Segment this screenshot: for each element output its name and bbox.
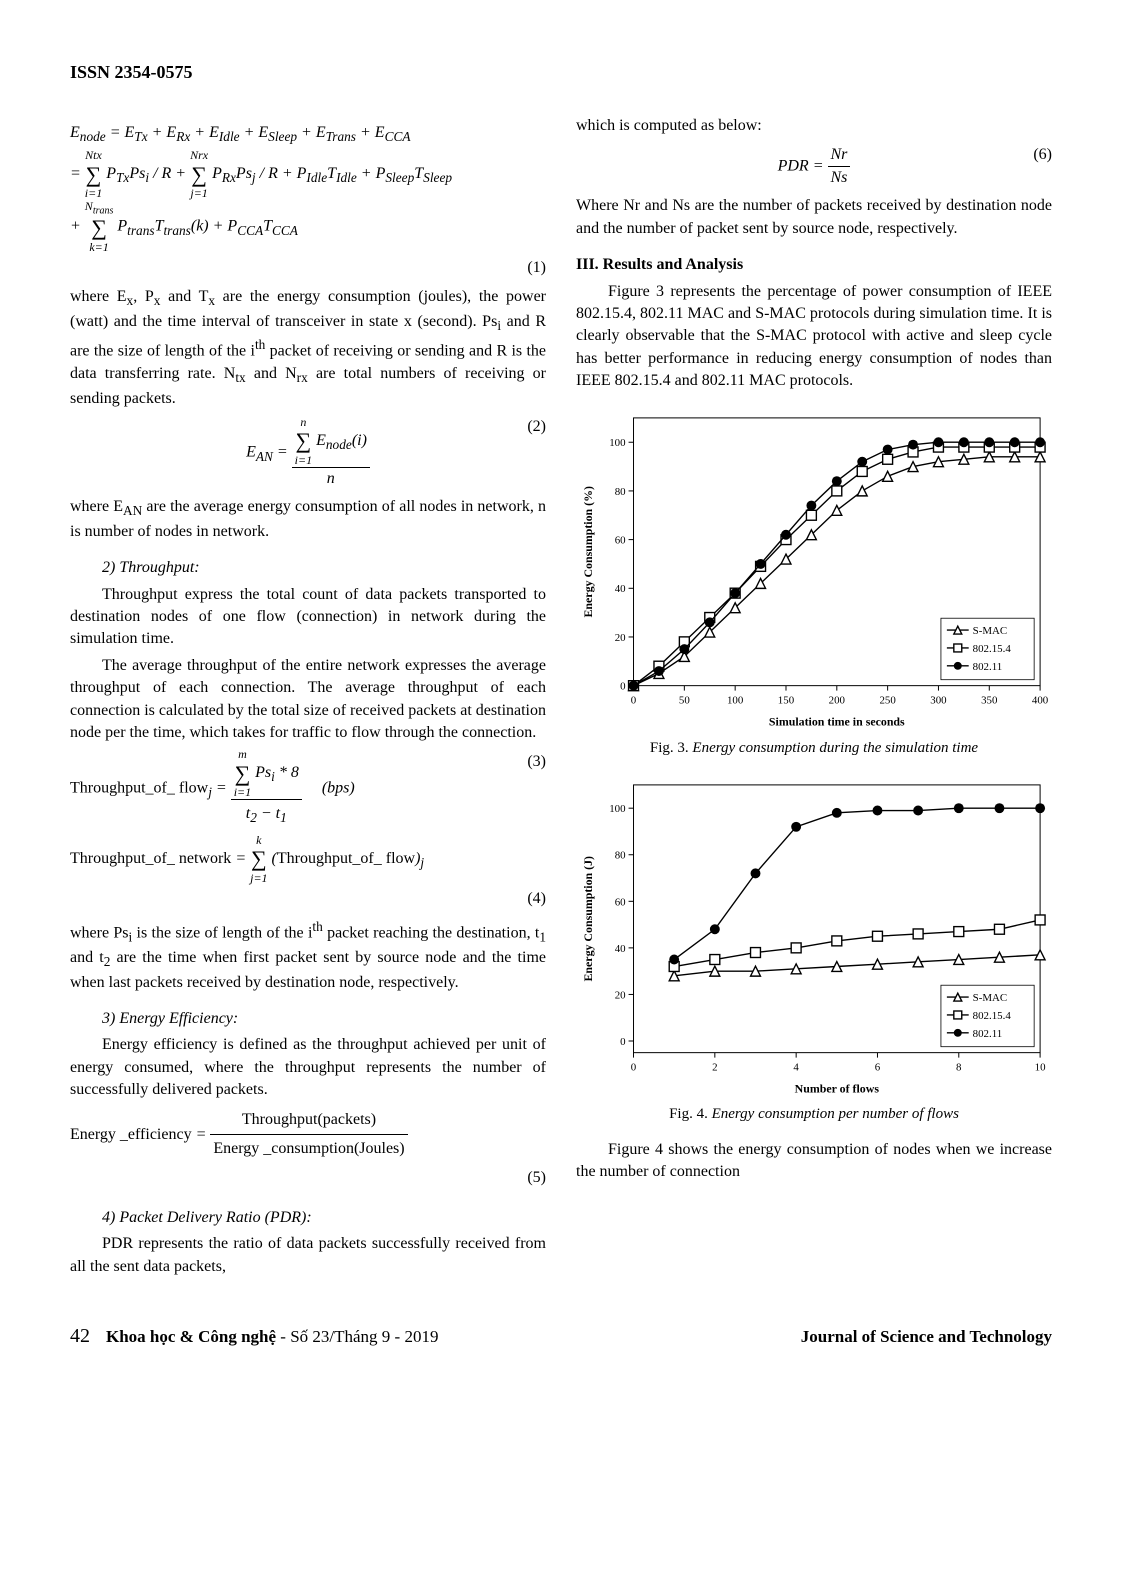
svg-text:0: 0 (631, 695, 637, 707)
svg-text:S-MAC: S-MAC (973, 626, 1008, 638)
svg-text:0: 0 (620, 1036, 626, 1048)
left-column: Enode = ETx + ERx + EIdle + ESleep + ETr… (70, 115, 546, 1282)
subheader-throughput: 2) Throughput: (70, 557, 546, 579)
subheader-energy-eff: 3) Energy Efficiency: (70, 1008, 546, 1030)
svg-text:40: 40 (615, 943, 626, 955)
para-results-2: Figure 4 shows the energy consumption of… (576, 1139, 1052, 1184)
svg-text:80: 80 (615, 849, 626, 861)
two-column-layout: Enode = ETx + ERx + EIdle + ESleep + ETr… (70, 115, 1052, 1282)
journal-name-vn: Khoa học & Công nghệ (106, 1327, 276, 1346)
svg-text:802.11: 802.11 (973, 1028, 1003, 1040)
svg-text:100: 100 (609, 438, 626, 450)
page-footer: 42 Khoa học & Công nghệ - Số 23/Tháng 9 … (70, 1322, 1052, 1350)
svg-text:Energy Consumption (J): Energy Consumption (J) (581, 856, 595, 982)
equation-6: PDR = NrNs (6) (576, 144, 1052, 190)
svg-text:Number of flows: Number of flows (795, 1081, 880, 1095)
journal-name-en: Journal of Science and Technology (801, 1325, 1052, 1349)
svg-text:20: 20 (615, 989, 626, 1001)
section-3-header: III. Results and Analysis (576, 254, 1052, 276)
eq5-number: (5) (527, 1169, 546, 1186)
svg-text:60: 60 (615, 535, 626, 547)
equation-5: Energy _efficiency = Throughput(packets)… (70, 1106, 546, 1193)
para-eq34-desc: where Psi is the size of length of the i… (70, 918, 546, 994)
eq3-number: (3) (527, 748, 546, 777)
svg-text:Energy Consumption (%): Energy Consumption (%) (581, 486, 595, 618)
svg-text:4: 4 (793, 1061, 799, 1073)
para-results-1: Figure 3 represents the percentage of po… (576, 281, 1052, 393)
subheader-pdr: 4) Packet Delivery Ratio (PDR): (70, 1207, 546, 1229)
page-number: 42 (70, 1322, 90, 1350)
equation-2: EAN = n∑i=1 Enode(i)n (2) (70, 416, 546, 490)
svg-text:802.15.4: 802.15.4 (973, 643, 1012, 655)
svg-text:802.15.4: 802.15.4 (973, 1010, 1012, 1022)
svg-text:S-MAC: S-MAC (973, 992, 1008, 1004)
eq1-number: (1) (527, 259, 546, 276)
figure-4-caption: Fig. 4. Energy consumption per number of… (576, 1104, 1052, 1125)
svg-text:60: 60 (615, 896, 626, 908)
svg-text:350: 350 (981, 695, 998, 707)
para-pdr-cont: which is computed as below: (576, 115, 1052, 137)
eq6-number: (6) (1033, 144, 1052, 166)
svg-text:80: 80 (615, 486, 626, 498)
para-pdr: PDR represents the ratio of data packets… (70, 1233, 546, 1278)
figure-3: 0 50 100 150 200 250 300 350 400 0 20 40 60 80 100 Simu… (576, 406, 1052, 758)
svg-text:20: 20 (615, 632, 626, 644)
equation-4: Throughput_of_ network = k∑j=1 (Throughp… (70, 834, 546, 913)
para-eq2-desc: where EAN are the average energy consump… (70, 496, 546, 543)
svg-text:40: 40 (615, 584, 626, 596)
para-energy-eff: Energy efficiency is defined as the thro… (70, 1034, 546, 1101)
issue-info: - Số 23/Tháng 9 - 2019 (276, 1327, 438, 1346)
svg-text:50: 50 (679, 695, 690, 707)
svg-text:8: 8 (956, 1061, 962, 1073)
svg-text:6: 6 (875, 1061, 881, 1073)
chart-3-svg: 0 50 100 150 200 250 300 350 400 0 20 40 60 80 100 Simu… (576, 406, 1052, 733)
svg-text:100: 100 (609, 803, 626, 815)
figure-4: 0246810020406080100Number of flowsEnergy… (576, 773, 1052, 1125)
equation-3: Throughput_of_ flowj = m∑i=1 Psi * 8t2 −… (70, 748, 546, 830)
para-eq1-desc: where Ex, Px and Tx are the energy consu… (70, 286, 546, 410)
eq4-number: (4) (527, 890, 546, 907)
eq2-number: (2) (527, 416, 546, 438)
para-throughput-2: The average throughput of the entire net… (70, 655, 546, 745)
equation-1: Enode = ETx + ERx + EIdle + ESleep + ETr… (70, 119, 546, 282)
svg-text:802.11: 802.11 (973, 661, 1003, 673)
svg-text:200: 200 (829, 695, 846, 707)
svg-text:300: 300 (930, 695, 947, 707)
chart-4-svg: 0246810020406080100Number of flowsEnergy… (576, 773, 1052, 1100)
para-eq6-desc: Where Nr and Ns are the number of packet… (576, 195, 1052, 240)
svg-text:10: 10 (1035, 1061, 1046, 1073)
svg-text:250: 250 (879, 695, 896, 707)
svg-text:0: 0 (620, 681, 626, 693)
svg-text:100: 100 (727, 695, 744, 707)
svg-text:2: 2 (712, 1061, 717, 1073)
svg-text:0: 0 (631, 1061, 637, 1073)
issn-header: ISSN 2354-0575 (70, 60, 1052, 85)
para-throughput-1: Throughput express the total count of da… (70, 584, 546, 651)
svg-text:400: 400 (1032, 695, 1049, 707)
figure-3-caption: Fig. 3. Energy consumption during the si… (576, 738, 1052, 759)
right-column: which is computed as below: PDR = NrNs (… (576, 115, 1052, 1282)
svg-text:150: 150 (778, 695, 795, 707)
svg-text:Simulation time in seconds: Simulation time in seconds (769, 715, 905, 729)
